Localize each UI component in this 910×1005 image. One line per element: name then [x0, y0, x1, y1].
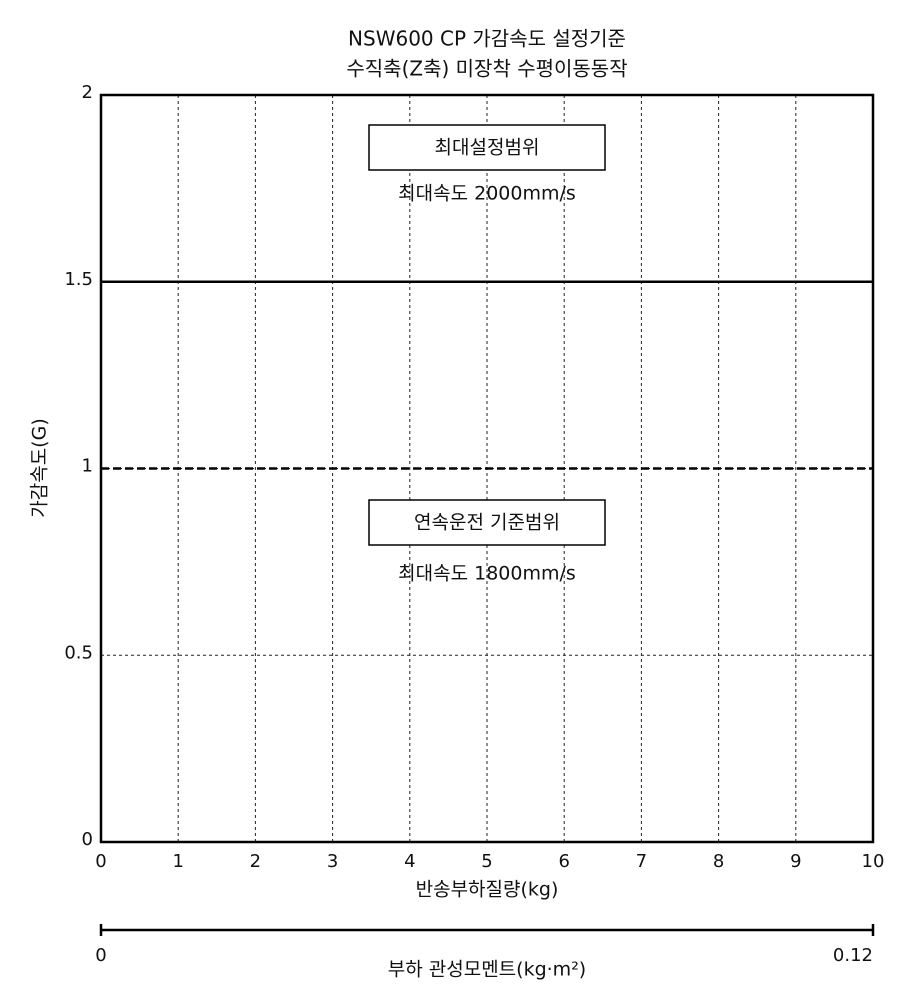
annotation: 연속운전 기준범위	[414, 512, 560, 534]
x-axis-label: 반송부하질량(kg)	[416, 879, 559, 901]
x-tick-label: 10	[862, 851, 885, 872]
annotation-box	[368, 124, 606, 171]
y-tick-label: 2	[82, 82, 93, 103]
x-tick-label: 1	[172, 851, 183, 872]
annotation-box	[368, 499, 606, 546]
y-axis-label: 가감속도(G)	[29, 418, 51, 517]
x-tick-label: 7	[636, 851, 647, 872]
x-tick-label: 9	[790, 851, 801, 872]
x-tick-label: 3	[327, 851, 338, 872]
x2-axis-label: 부하 관성모멘트(kg·m²)	[388, 959, 586, 981]
annotation: 최대속도 2000mm/s	[398, 183, 576, 205]
y-tick-label: 1	[82, 456, 93, 477]
chart-subtitle: 수직축(Z축) 미장착 수평이동동작	[346, 57, 627, 81]
y-tick-label: 0.5	[64, 642, 93, 663]
x-tick-label: 5	[481, 851, 492, 872]
y-tick-label: 0	[82, 829, 93, 850]
annotation: 최대속도 1800mm/s	[398, 563, 576, 585]
x-tick-label: 6	[558, 851, 569, 872]
x-tick-label: 4	[404, 851, 415, 872]
x-tick-label: 0	[95, 851, 106, 872]
x2-tick-label: 0	[95, 945, 106, 966]
x-tick-label: 2	[250, 851, 261, 872]
y-tick-label: 1.5	[64, 269, 93, 290]
annotation: 최대설정범위	[435, 137, 540, 159]
x2-tick-label: 0.12	[833, 945, 873, 966]
chart-title: NSW600 CP 가감속도 설정기준	[348, 27, 626, 51]
x-tick-label: 8	[713, 851, 724, 872]
